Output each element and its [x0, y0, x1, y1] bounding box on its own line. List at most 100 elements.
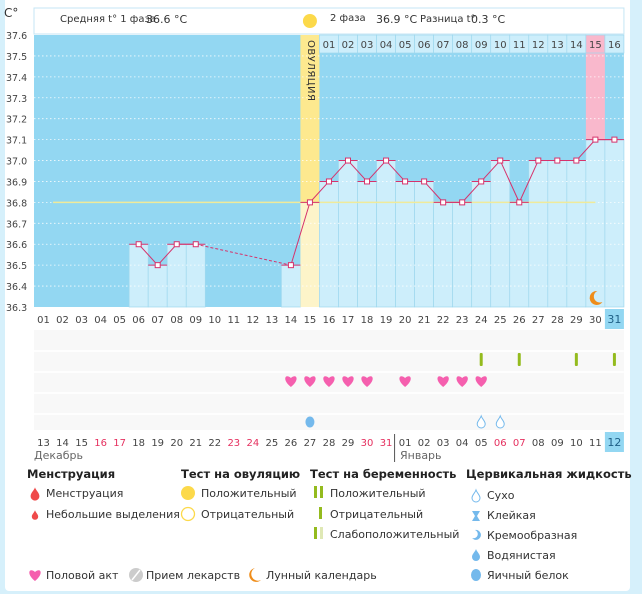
calendar-date-label: 06 — [494, 438, 507, 449]
cycle-day-label: 10 — [208, 315, 221, 326]
legend-fluid-watery: Водянистая — [487, 549, 556, 562]
fluid-dry-icon — [471, 488, 481, 503]
cycle-day-label: 30 — [589, 315, 602, 326]
temperature-point — [554, 157, 561, 164]
calendar-date-label: 11 — [589, 438, 602, 449]
temperature-line-segment — [461, 181, 482, 203]
y-tick-label: 36.3 — [6, 303, 27, 314]
temperature-point — [135, 241, 142, 248]
temperature-bar — [452, 202, 473, 308]
phase1-label: Средняя t° 1 фаза — [60, 14, 156, 25]
phase2-day-label: 06 — [418, 40, 431, 51]
temperature-line-segment — [309, 181, 330, 203]
legend-fluid-sticky: Клейкая — [487, 509, 536, 522]
diff-value: 0.3 °C — [471, 13, 506, 26]
calendar-date-label: 25 — [266, 438, 279, 449]
legend-pregnancy-test-title: Тест на беременность — [310, 467, 457, 481]
phase2-day-label: 05 — [399, 40, 412, 51]
y-tick-label: 37.1 — [6, 136, 27, 147]
cycle-day-label: 23 — [456, 315, 469, 326]
heart-icon — [475, 376, 487, 387]
fluid-sticky-icon — [472, 511, 480, 521]
legend-fluid-creamy: Кремообразная — [487, 529, 578, 542]
pregnancy-positive-icon — [314, 486, 317, 498]
calendar-date-label: 02 — [418, 438, 431, 449]
heart-icon — [399, 376, 411, 387]
cycle-day-label: 01 — [37, 315, 50, 326]
phase2-day-label: 15 — [589, 40, 602, 51]
fluid-egg-white-icon — [471, 569, 481, 581]
cycle-day-label: 17 — [342, 315, 355, 326]
heart-icon — [361, 376, 373, 387]
phase2-day-cell — [604, 34, 625, 54]
pregnancy-positive-icon-bar2 — [320, 486, 323, 498]
temperature-point — [573, 157, 580, 164]
calendar-date-label: 21 — [189, 438, 202, 449]
cycle-day-label: 26 — [513, 315, 526, 326]
y-tick-label: 36.7 — [6, 219, 27, 230]
egg-white-fluid-icon — [305, 416, 315, 428]
pregnancy-weak-icon — [314, 527, 317, 539]
temperature-point — [306, 199, 313, 206]
temperature-point — [364, 178, 371, 185]
cycle-day-label: 06 — [132, 315, 145, 326]
temperature-line-segment — [499, 160, 520, 203]
temperature-point — [287, 262, 294, 269]
calendar-date-label: 22 — [208, 438, 221, 449]
y-tick-label: 37.0 — [6, 157, 27, 168]
ovulation-negative-icon — [180, 506, 196, 522]
calendar-date-label: 31 — [380, 438, 393, 449]
cycle-day-label: 11 — [227, 315, 240, 326]
temperature-line-segment — [575, 139, 596, 161]
legend-fluid-egg-white: Яичный белок — [487, 569, 569, 582]
temperature-point — [440, 199, 447, 206]
cycle-day-label: 02 — [56, 315, 69, 326]
cycle-day-label: 03 — [75, 315, 88, 326]
menstruation-drop-icon — [30, 487, 40, 501]
calendar-date-label: 10 — [570, 438, 583, 449]
phase1-value: 36.6 °C — [146, 13, 188, 26]
legend-pregnancy-negative: Отрицательный — [330, 508, 424, 521]
ovulation-positive-sun-icon — [302, 14, 317, 28]
temperature-point — [592, 136, 599, 143]
temperature-point — [497, 157, 504, 164]
cycle-day-label: 05 — [113, 315, 126, 326]
heart-icon — [342, 376, 354, 387]
calendar-date-label: 15 — [75, 438, 88, 449]
calendar-date-label: 29 — [342, 438, 355, 449]
phase2-day-label: 02 — [342, 40, 355, 51]
today-date-cell — [604, 432, 624, 452]
calendar-date-label: 08 — [532, 438, 545, 449]
temperature-point — [192, 241, 199, 248]
calendar-date-label: 03 — [437, 438, 450, 449]
legend-intercourse: Половой акт — [46, 569, 119, 582]
cycle-day-label: 31 — [607, 313, 621, 326]
dry-fluid-icon — [476, 414, 486, 429]
temperature-bar — [566, 160, 587, 308]
temperature-line-segment — [157, 243, 178, 266]
moon-icon — [589, 290, 603, 305]
y-tick-label: 37.6 — [6, 31, 27, 42]
calendar-date-label: 23 — [227, 438, 240, 449]
legend-medication: Прием лекарств — [146, 569, 241, 582]
temperature-line-segment — [347, 160, 368, 182]
heart-icon — [304, 376, 316, 387]
ovulation-column-lower — [300, 202, 320, 307]
calendar-date-label: 04 — [456, 438, 469, 449]
y-tick-label: 36.8 — [6, 198, 27, 209]
dry-fluid-icon — [495, 414, 505, 429]
cycle-day-label: 12 — [246, 315, 259, 326]
cycle-day-label: 27 — [532, 315, 545, 326]
spotting-drop-icon — [31, 510, 39, 520]
month-january: Январь — [400, 449, 442, 462]
legend-fluid-dry: Сухо — [487, 489, 515, 502]
y-tick-label: 37.5 — [6, 52, 27, 63]
temperature-line-segment — [138, 243, 159, 266]
legend-menstruation-title: Менструация — [27, 467, 116, 481]
fluid-watery-icon — [472, 549, 480, 561]
calendar-date-label: 20 — [170, 438, 183, 449]
pregnancy-negative-icon — [319, 507, 322, 519]
phase2-day-label: 16 — [608, 40, 621, 51]
